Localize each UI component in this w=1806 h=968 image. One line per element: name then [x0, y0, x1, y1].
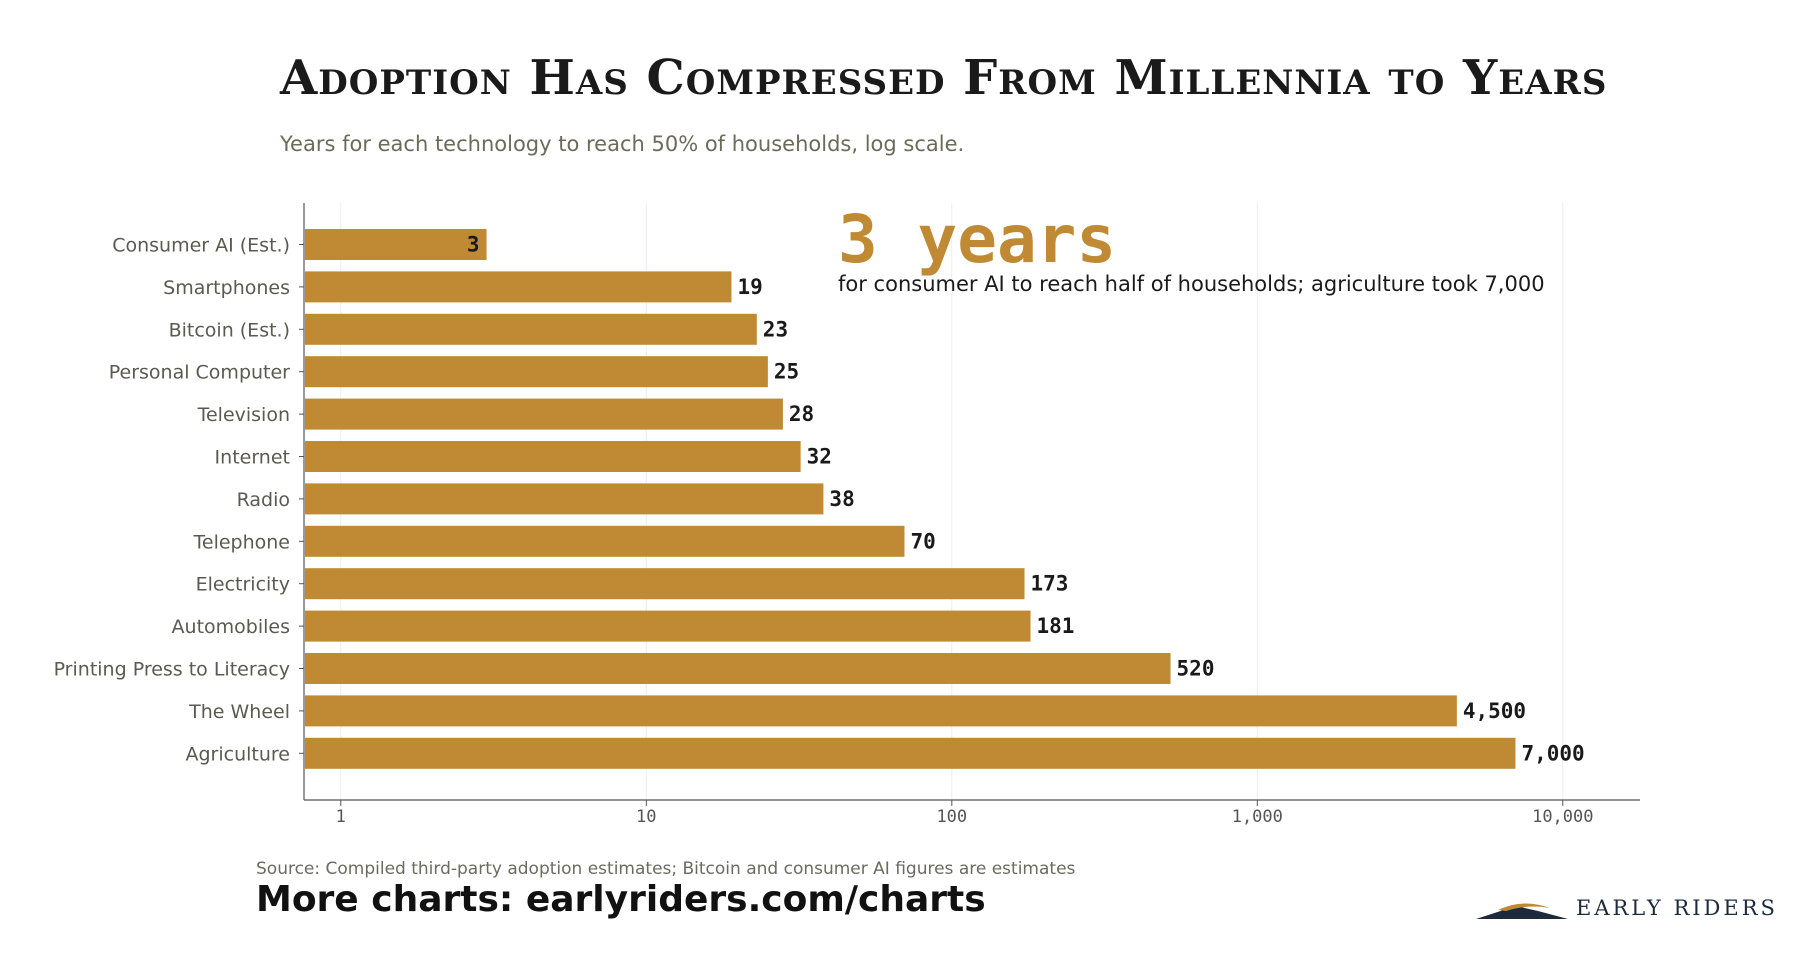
value-label: 173	[1031, 572, 1069, 596]
more-charts-link[interactable]: More charts: earlyriders.com/charts	[256, 879, 986, 920]
category-label: Automobiles	[172, 616, 290, 638]
bar	[305, 695, 1457, 727]
bar	[305, 737, 1516, 769]
value-label: 181	[1037, 614, 1075, 638]
x-tick-label: 100	[936, 807, 967, 827]
category-label: Television	[197, 404, 290, 426]
value-label: 38	[829, 487, 854, 511]
x-tick-label: 10	[636, 807, 656, 827]
bar	[305, 229, 487, 260]
x-tick-label: 10,000	[1532, 807, 1593, 827]
value-label: 23	[763, 317, 788, 341]
annotation-headline: 3 years	[838, 201, 1116, 278]
value-label: 7,000	[1521, 741, 1584, 765]
category-label: Telephone	[193, 531, 291, 553]
bar	[305, 653, 1171, 684]
bar	[305, 398, 783, 430]
bar	[305, 271, 732, 303]
mountain-logo-icon	[1476, 903, 1568, 919]
category-label: Smartphones	[163, 277, 290, 299]
annotation-text: for consumer AI to reach half of househo…	[838, 272, 1545, 296]
category-label: Personal Computer	[109, 362, 290, 384]
x-tick-label: 1	[336, 807, 346, 827]
bar	[305, 356, 768, 388]
category-label: Electricity	[196, 574, 290, 596]
category-label: Bitcoin (Est.)	[169, 319, 290, 341]
category-label: The Wheel	[188, 701, 290, 723]
x-tick-label: 1,000	[1232, 807, 1283, 827]
value-label: 32	[807, 445, 832, 469]
value-label: 28	[789, 402, 814, 426]
category-label: Printing Press to Literacy	[54, 659, 290, 681]
chart-title: Adoption Has Compressed From Millennia t…	[280, 50, 1608, 106]
value-label: 70	[910, 529, 935, 553]
category-label: Radio	[237, 489, 290, 511]
bar	[305, 525, 905, 557]
value-label: 25	[774, 360, 799, 384]
bar	[305, 441, 801, 472]
value-label: 3	[467, 233, 480, 257]
bar	[305, 568, 1025, 600]
category-label: Consumer AI (Est.)	[112, 235, 290, 257]
value-label: 19	[737, 275, 762, 299]
source-note: Source: Compiled third-party adoption es…	[256, 859, 1076, 879]
chart-subtitle: Years for each technology to reach 50% o…	[280, 132, 965, 156]
bar-chart: 1 10 100 1,000 10,000 Consumer AI (Est.) 3 Smar…	[54, 201, 1640, 827]
bar	[305, 313, 757, 345]
early-riders-logo: EARLY RIDERS	[1476, 890, 1786, 930]
bar	[305, 610, 1031, 642]
category-label: Agriculture	[186, 743, 291, 765]
brand-name: EARLY RIDERS	[1576, 896, 1778, 920]
category-label: Internet	[215, 447, 290, 469]
bar	[305, 483, 824, 515]
value-label: 4,500	[1463, 699, 1526, 723]
value-label: 520	[1177, 657, 1215, 681]
